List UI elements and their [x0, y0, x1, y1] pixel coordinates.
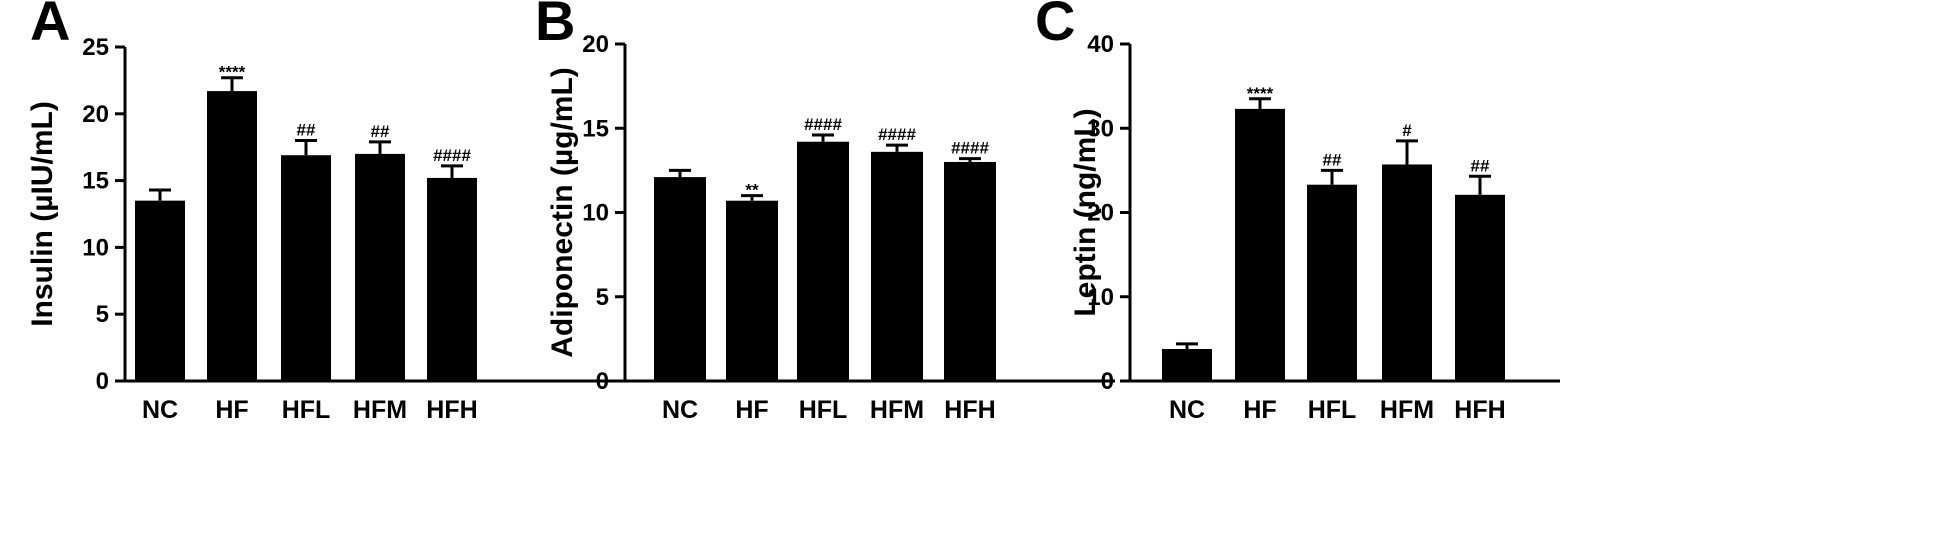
y-tick-label: 0 — [96, 368, 109, 395]
y-tick-label: 40 — [1087, 31, 1114, 58]
y-tick-label: 0 — [1101, 368, 1114, 395]
y-tick-label: 0 — [596, 368, 609, 395]
significance-label-hf: **** — [1247, 84, 1274, 103]
x-category-label: NC — [1169, 396, 1205, 424]
y-tick-label: 15 — [82, 168, 109, 195]
x-category-label: NC — [662, 396, 698, 424]
chart-panel-c: C Leptin (ng/mL) 0 10 20 30 40 NC **** HF ## HFL # HF… — [1035, 0, 1560, 424]
x-category-label: HFH — [1454, 396, 1505, 424]
y-tick-label: 30 — [1087, 115, 1114, 142]
bar-hfh — [427, 177, 477, 381]
significance-label-hfm: #### — [878, 125, 916, 144]
x-category-label: HFL — [282, 396, 331, 424]
y-axis-title: Leptin (ng/mL) — [1069, 108, 1102, 316]
y-tick-label: 20 — [82, 101, 109, 128]
bar-hfl — [797, 141, 849, 381]
bar-hf — [726, 200, 778, 381]
x-category-label: NC — [142, 396, 178, 424]
significance-label-hf: **** — [219, 63, 246, 82]
bar-hfl — [1307, 184, 1357, 381]
bar-nc — [654, 177, 706, 381]
chart-panel-b: B Adiponectin (µg/mL) 0 5 10 15 20 NC ** HF #### HF… — [535, 0, 1115, 424]
significance-label-hfl: ## — [1323, 150, 1342, 169]
significance-label-hf: ** — [745, 181, 759, 200]
x-category-label: HFH — [426, 396, 477, 424]
bar-hf — [207, 91, 257, 381]
panel-letter: A — [30, 0, 70, 52]
significance-label-hfl: #### — [804, 115, 842, 134]
y-tick-label: 10 — [582, 200, 609, 227]
x-category-label: HF — [215, 396, 248, 424]
bar-nc — [1162, 348, 1212, 381]
x-category-label: HFM — [870, 396, 924, 424]
y-axis-title: Adiponectin (µg/mL) — [546, 67, 579, 358]
significance-label-hfh: #### — [951, 139, 989, 158]
x-category-label: HFH — [944, 396, 995, 424]
bar-hfh — [1455, 194, 1505, 381]
x-category-label: HFM — [353, 396, 407, 424]
panel-letter: B — [535, 0, 575, 52]
panel-letter: C — [1035, 0, 1075, 52]
bar-nc — [135, 200, 185, 381]
y-tick-label: 20 — [582, 31, 609, 58]
chart-panel-a: A Insulin (µIU/mL) 0 5 10 15 20 25 NC **** HF ## HFL… — [26, 0, 620, 424]
y-tick-label: 20 — [1087, 200, 1114, 227]
y-tick-label: 10 — [1087, 284, 1114, 311]
x-category-label: HFL — [799, 396, 848, 424]
x-category-label: HFL — [1308, 396, 1357, 424]
bar-hfm — [1382, 164, 1432, 381]
y-axis-title: Insulin (µIU/mL) — [26, 101, 59, 327]
y-tick-label: 5 — [96, 301, 109, 328]
y-tick-label: 5 — [596, 284, 609, 311]
bar-hfl — [281, 155, 331, 381]
y-tick-label: 15 — [582, 115, 609, 142]
y-tick-label: 25 — [82, 34, 109, 61]
significance-label-hfl: ## — [297, 121, 316, 140]
bar-hfh — [944, 161, 996, 381]
bar-hf — [1235, 108, 1285, 381]
x-category-label: HFM — [1380, 396, 1434, 424]
x-category-label: HF — [1243, 396, 1276, 424]
significance-label-hfh: ## — [1471, 156, 1490, 175]
significance-label-hfh: #### — [433, 146, 471, 165]
x-category-label: HF — [735, 396, 768, 424]
significance-label-hfm: ## — [371, 122, 390, 141]
bar-hfm — [871, 151, 923, 381]
y-tick-label: 10 — [82, 234, 109, 261]
bar-hfm — [355, 153, 405, 381]
significance-label-hfm: # — [1402, 121, 1412, 140]
